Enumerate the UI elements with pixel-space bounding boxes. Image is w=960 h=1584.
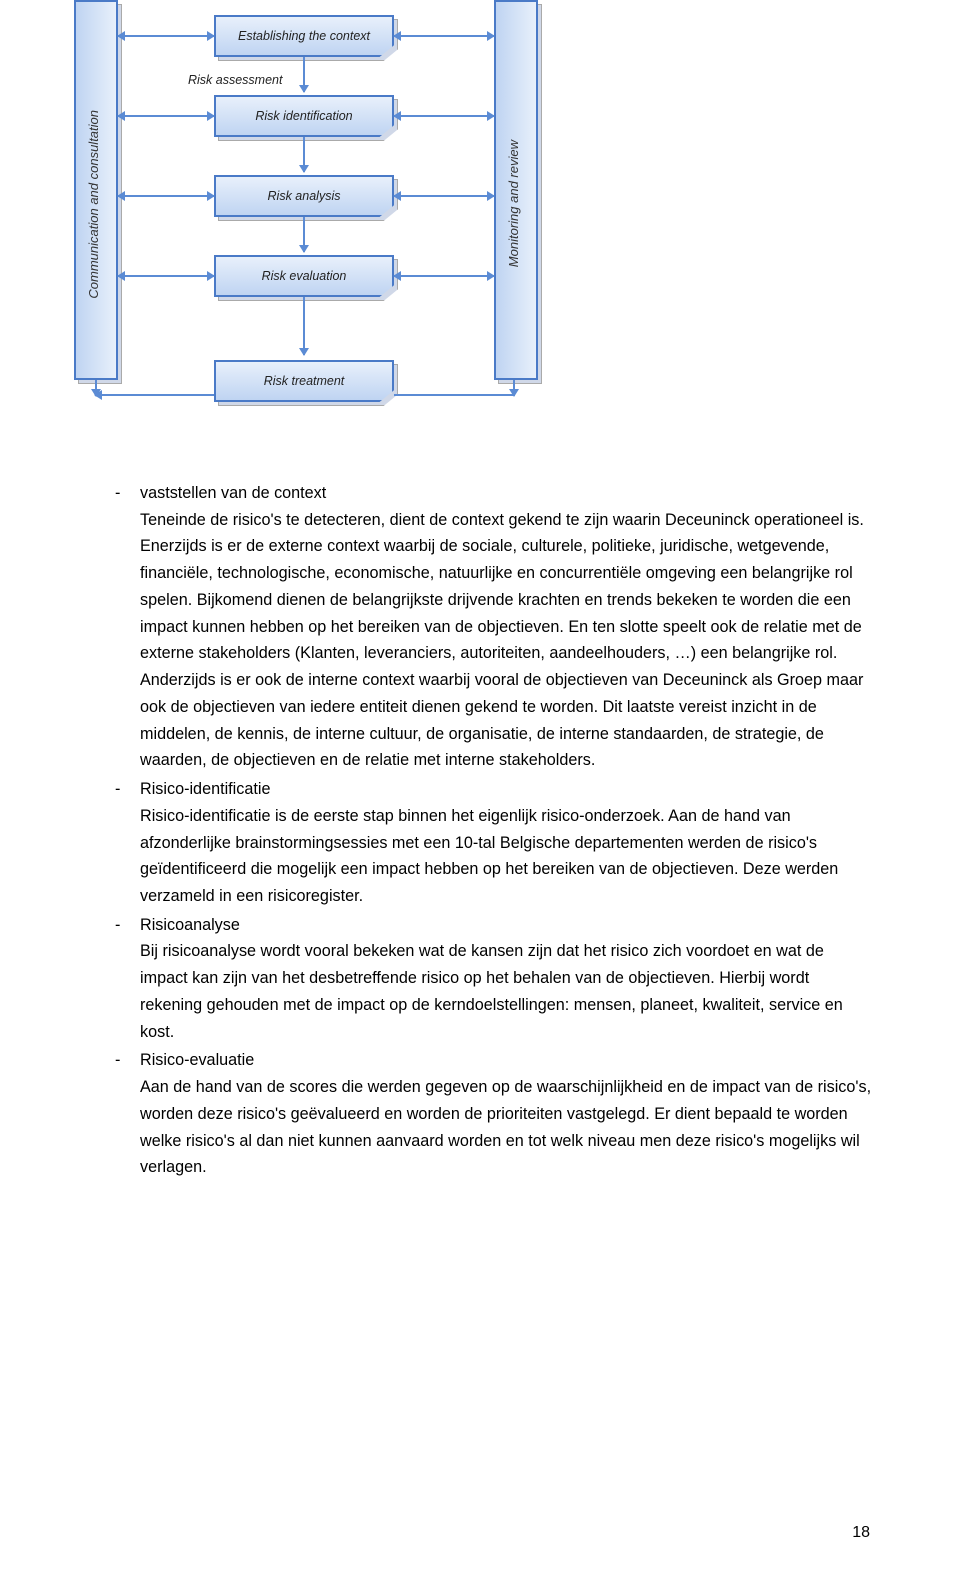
section-label: Risk assessment (188, 73, 282, 87)
step-risk-identification: Risk identification (214, 95, 394, 137)
connector-corner (513, 380, 515, 396)
left-pillar-label: Communication and consultation (86, 110, 101, 299)
right-pillar-label: Monitoring and review (506, 140, 521, 267)
item-body: Teneinde de risico's te detecteren, dien… (140, 511, 864, 770)
step-risk-treatment: Risk treatment (214, 360, 394, 402)
arrow-icon (303, 217, 305, 252)
step-risk-analysis: Risk analysis (214, 175, 394, 217)
list-item: Risico-identificatie Risico-identificati… (105, 776, 875, 910)
list-item: vaststellen van de context Teneinde de r… (105, 480, 875, 774)
connector (118, 115, 214, 117)
risk-management-diagram: Communication and consultation Monitorin… (70, 0, 590, 455)
item-title: Risicoanalyse (140, 916, 240, 934)
item-title: vaststellen van de context (140, 484, 326, 502)
item-body: Aan de hand van de scores die werden geg… (140, 1078, 871, 1176)
item-title: Risico-evaluatie (140, 1051, 254, 1069)
page-number: 18 (852, 1524, 870, 1542)
step-establishing-context: Establishing the context (214, 15, 394, 57)
list-item: Risicoanalyse Bij risicoanalyse wordt vo… (105, 912, 875, 1046)
item-body: Bij risicoanalyse wordt vooral bekeken w… (140, 942, 843, 1040)
list-item: Risico-evaluatie Aan de hand van de scor… (105, 1047, 875, 1181)
connector (118, 35, 214, 37)
item-body: Risico-identificatie is de eerste stap b… (140, 807, 838, 905)
connector (394, 195, 494, 197)
connector (394, 275, 494, 277)
connector (118, 195, 214, 197)
connector (394, 394, 515, 396)
item-title: Risico-identificatie (140, 780, 270, 798)
step-risk-evaluation: Risk evaluation (214, 255, 394, 297)
arrow-icon (303, 57, 305, 92)
document-body: vaststellen van de context Teneinde de r… (105, 480, 875, 1183)
connector (394, 115, 494, 117)
connector (118, 275, 214, 277)
connector (394, 35, 494, 37)
arrow-icon (303, 137, 305, 172)
connector (95, 394, 214, 396)
arrow-icon (303, 297, 305, 355)
